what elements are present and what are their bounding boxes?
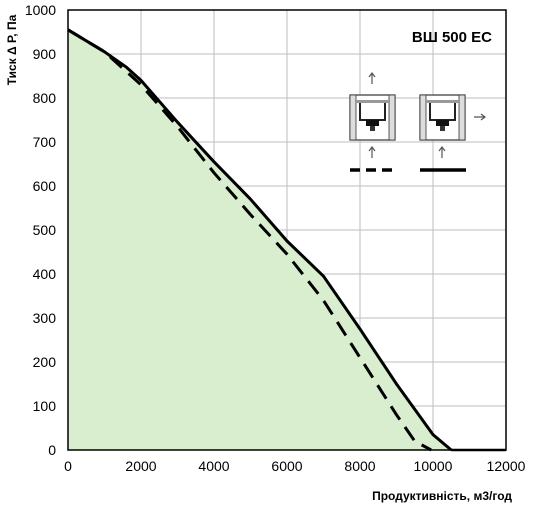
- y-tick-label: 1000: [25, 2, 56, 18]
- fan-housing-icon: [419, 94, 466, 141]
- y-tick-label: 800: [33, 90, 57, 106]
- x-tick-label: 10000: [414, 458, 453, 474]
- y-tick-label: 0: [48, 442, 56, 458]
- arrow-up-icon: [368, 146, 376, 158]
- y-tick-label: 900: [33, 46, 57, 62]
- area-fill: [68, 29, 452, 451]
- series-line-dashed: [67, 28, 432, 452]
- x-tick-label: 12000: [487, 458, 526, 474]
- series-line-solid: [67, 28, 453, 452]
- y-tick-label: 400: [33, 266, 57, 282]
- x-tick-label: 6000: [271, 458, 302, 474]
- x-tick-label: 4000: [198, 458, 229, 474]
- arrow-right-icon: [474, 113, 486, 121]
- y-tick-label: 700: [33, 134, 57, 150]
- y-tick-label: 600: [33, 178, 57, 194]
- y-tick-label: 500: [33, 222, 57, 238]
- y-axis-label: Тиск Δ Р, Па: [5, 14, 19, 85]
- y-tick-label: 300: [33, 310, 57, 326]
- plot-frame: [67, 9, 507, 451]
- arrow-up-icon: [368, 72, 376, 84]
- y-tick-label: 100: [33, 398, 57, 414]
- chart-title: ВШ 500 ЕС: [412, 29, 492, 46]
- x-axis-label: Продуктивність, м3/год: [372, 489, 512, 503]
- y-tick-label: 200: [33, 354, 57, 370]
- x-tick-label: 0: [64, 458, 72, 474]
- arrow-up-icon: [438, 146, 446, 158]
- fan-housing-icon: [349, 94, 396, 141]
- x-tick-label: 8000: [344, 458, 375, 474]
- x-tick-label: 2000: [125, 458, 156, 474]
